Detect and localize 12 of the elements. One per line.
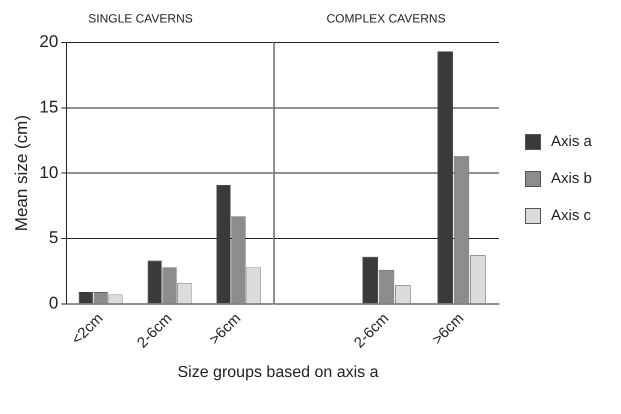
y-tick-label: 20: [39, 32, 58, 52]
chart-title: COMPLEX CAVERNS: [326, 12, 446, 26]
y-tick-label: 0: [48, 293, 58, 312]
y-tick-label: 15: [39, 97, 58, 116]
x-axis-title: Size groups based on axis a: [176, 364, 380, 382]
legend-label: Axis a: [551, 133, 592, 150]
y-tick-label: 5: [48, 228, 58, 248]
y-tick-label: 10: [39, 162, 58, 182]
legend-label: Axis c: [551, 207, 592, 224]
legend-label: Axis b: [551, 170, 592, 187]
chart-title: SINGLE CAVERNS: [88, 12, 193, 26]
y-axis-title: Mean size (cm): [12, 115, 31, 232]
